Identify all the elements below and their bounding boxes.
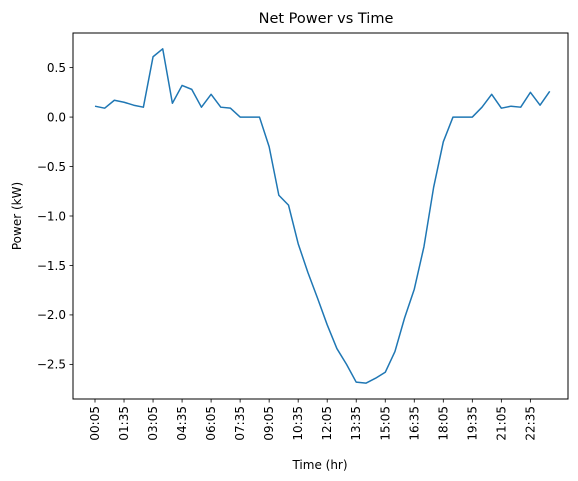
x-tick-label: 10:35 [291, 406, 305, 441]
x-tick-label: 22:35 [523, 406, 537, 441]
y-axis: 0.5 0.0 −0.5 −1.0 −1.5 −2.0 −2.5 [37, 61, 73, 372]
x-tick-label: 01:35 [117, 406, 131, 441]
x-tick-label: 19:35 [465, 406, 479, 441]
x-tick-label: 04:35 [175, 406, 189, 441]
x-tick-label: 16:35 [407, 406, 421, 441]
chart-title: Net Power vs Time [259, 11, 394, 27]
x-tick-label: 07:35 [233, 406, 247, 441]
x-axis: 00:05 01:35 03:05 04:35 06:05 07:35 09:05 10:35… [88, 399, 537, 441]
x-tick-label: 18:05 [436, 406, 450, 441]
x-tick-label: 13:35 [349, 406, 363, 441]
x-tick-label: 00:05 [88, 406, 102, 441]
series-line-0 [94, 48, 551, 384]
x-tick-label: 03:05 [146, 406, 160, 441]
y-tick-label: −0.5 [37, 160, 66, 174]
y-tick-label: 0.5 [47, 61, 66, 75]
plot-frame [72, 32, 569, 400]
y-tick-label: −2.5 [37, 358, 66, 372]
x-axis-label: Time (hr) [291, 458, 347, 472]
y-axis-label: Power (kW) [10, 182, 24, 250]
plot-area [94, 48, 551, 384]
y-tick-label: 0.0 [47, 110, 66, 124]
y-tick-label: −1.0 [37, 209, 66, 223]
x-tick-label: 12:05 [320, 406, 334, 441]
x-tick-label: 06:05 [204, 406, 218, 441]
x-tick-label: 09:05 [262, 406, 276, 441]
x-tick-label: 21:05 [494, 406, 508, 441]
y-tick-label: −2.0 [37, 308, 66, 322]
y-tick-label: −1.5 [37, 259, 66, 273]
x-tick-label: 15:05 [378, 406, 392, 441]
